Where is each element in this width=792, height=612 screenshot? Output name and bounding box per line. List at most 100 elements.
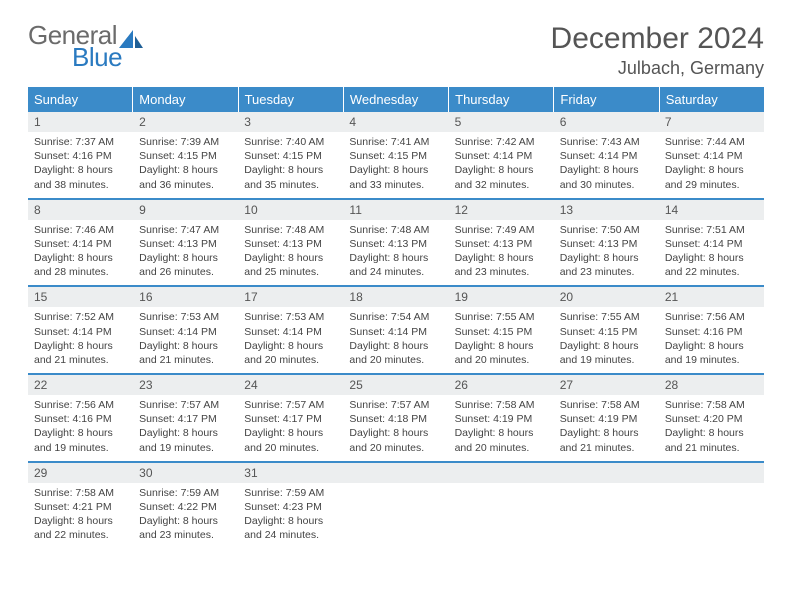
day-number: 30: [133, 463, 238, 483]
day-header: Friday: [554, 87, 659, 112]
week-row: 8Sunrise: 7:46 AMSunset: 4:14 PMDaylight…: [28, 200, 764, 288]
day-details: Sunrise: 7:48 AMSunset: 4:13 PMDaylight:…: [238, 220, 343, 286]
day-details: Sunrise: 7:52 AMSunset: 4:14 PMDaylight:…: [28, 307, 133, 373]
day-header: Sunday: [28, 87, 133, 112]
day-details: Sunrise: 7:44 AMSunset: 4:14 PMDaylight:…: [659, 132, 764, 198]
day-details: Sunrise: 7:55 AMSunset: 4:15 PMDaylight:…: [449, 307, 554, 373]
day-cell: 22Sunrise: 7:56 AMSunset: 4:16 PMDayligh…: [28, 375, 133, 461]
day-number: [659, 463, 764, 483]
day-details: Sunrise: 7:42 AMSunset: 4:14 PMDaylight:…: [449, 132, 554, 198]
day-cell: 28Sunrise: 7:58 AMSunset: 4:20 PMDayligh…: [659, 375, 764, 461]
logo: General Blue: [28, 22, 143, 70]
day-number: 2: [133, 112, 238, 132]
day-cell: 30Sunrise: 7:59 AMSunset: 4:22 PMDayligh…: [133, 463, 238, 549]
day-details: Sunrise: 7:59 AMSunset: 4:23 PMDaylight:…: [238, 483, 343, 549]
day-header-row: SundayMondayTuesdayWednesdayThursdayFrid…: [28, 87, 764, 112]
day-number: 22: [28, 375, 133, 395]
day-cell: [554, 463, 659, 549]
day-details: Sunrise: 7:55 AMSunset: 4:15 PMDaylight:…: [554, 307, 659, 373]
day-number: 31: [238, 463, 343, 483]
day-details: Sunrise: 7:56 AMSunset: 4:16 PMDaylight:…: [28, 395, 133, 461]
day-details: Sunrise: 7:57 AMSunset: 4:17 PMDaylight:…: [133, 395, 238, 461]
day-cell: 25Sunrise: 7:57 AMSunset: 4:18 PMDayligh…: [343, 375, 448, 461]
day-number: 18: [343, 287, 448, 307]
day-details: Sunrise: 7:58 AMSunset: 4:19 PMDaylight:…: [449, 395, 554, 461]
day-number: 12: [449, 200, 554, 220]
day-cell: 20Sunrise: 7:55 AMSunset: 4:15 PMDayligh…: [554, 287, 659, 373]
day-cell: [449, 463, 554, 549]
day-cell: 15Sunrise: 7:52 AMSunset: 4:14 PMDayligh…: [28, 287, 133, 373]
day-number: 11: [343, 200, 448, 220]
day-number: 6: [554, 112, 659, 132]
day-details: Sunrise: 7:57 AMSunset: 4:17 PMDaylight:…: [238, 395, 343, 461]
day-cell: 24Sunrise: 7:57 AMSunset: 4:17 PMDayligh…: [238, 375, 343, 461]
day-cell: 31Sunrise: 7:59 AMSunset: 4:23 PMDayligh…: [238, 463, 343, 549]
day-number: 3: [238, 112, 343, 132]
day-number: 26: [449, 375, 554, 395]
day-details: Sunrise: 7:57 AMSunset: 4:18 PMDaylight:…: [343, 395, 448, 461]
week-row: 1Sunrise: 7:37 AMSunset: 4:16 PMDaylight…: [28, 112, 764, 200]
location: Julbach, Germany: [551, 58, 764, 79]
day-cell: 26Sunrise: 7:58 AMSunset: 4:19 PMDayligh…: [449, 375, 554, 461]
day-number: 15: [28, 287, 133, 307]
day-cell: 5Sunrise: 7:42 AMSunset: 4:14 PMDaylight…: [449, 112, 554, 198]
day-header: Tuesday: [239, 87, 344, 112]
day-number: [554, 463, 659, 483]
day-number: 23: [133, 375, 238, 395]
day-cell: 21Sunrise: 7:56 AMSunset: 4:16 PMDayligh…: [659, 287, 764, 373]
page-title: December 2024: [551, 22, 764, 56]
day-details: Sunrise: 7:51 AMSunset: 4:14 PMDaylight:…: [659, 220, 764, 286]
day-number: 27: [554, 375, 659, 395]
day-number: 28: [659, 375, 764, 395]
day-details: Sunrise: 7:48 AMSunset: 4:13 PMDaylight:…: [343, 220, 448, 286]
day-details: Sunrise: 7:58 AMSunset: 4:21 PMDaylight:…: [28, 483, 133, 549]
day-number: 16: [133, 287, 238, 307]
day-cell: 29Sunrise: 7:58 AMSunset: 4:21 PMDayligh…: [28, 463, 133, 549]
day-number: 5: [449, 112, 554, 132]
day-header: Thursday: [449, 87, 554, 112]
day-number: 1: [28, 112, 133, 132]
day-cell: 13Sunrise: 7:50 AMSunset: 4:13 PMDayligh…: [554, 200, 659, 286]
day-cell: 14Sunrise: 7:51 AMSunset: 4:14 PMDayligh…: [659, 200, 764, 286]
day-cell: 3Sunrise: 7:40 AMSunset: 4:15 PMDaylight…: [238, 112, 343, 198]
header: General Blue December 2024 Julbach, Germ…: [28, 22, 764, 79]
day-details: Sunrise: 7:54 AMSunset: 4:14 PMDaylight:…: [343, 307, 448, 373]
day-cell: [659, 463, 764, 549]
day-number: [343, 463, 448, 483]
week-row: 29Sunrise: 7:58 AMSunset: 4:21 PMDayligh…: [28, 463, 764, 549]
day-number: 29: [28, 463, 133, 483]
day-number: 9: [133, 200, 238, 220]
day-details: Sunrise: 7:49 AMSunset: 4:13 PMDaylight:…: [449, 220, 554, 286]
day-details: Sunrise: 7:58 AMSunset: 4:20 PMDaylight:…: [659, 395, 764, 461]
day-details: Sunrise: 7:39 AMSunset: 4:15 PMDaylight:…: [133, 132, 238, 198]
day-cell: 18Sunrise: 7:54 AMSunset: 4:14 PMDayligh…: [343, 287, 448, 373]
day-number: [449, 463, 554, 483]
day-details: Sunrise: 7:40 AMSunset: 4:15 PMDaylight:…: [238, 132, 343, 198]
day-cell: 27Sunrise: 7:58 AMSunset: 4:19 PMDayligh…: [554, 375, 659, 461]
day-details: Sunrise: 7:53 AMSunset: 4:14 PMDaylight:…: [238, 307, 343, 373]
day-header: Saturday: [660, 87, 764, 112]
day-details: Sunrise: 7:37 AMSunset: 4:16 PMDaylight:…: [28, 132, 133, 198]
day-cell: 23Sunrise: 7:57 AMSunset: 4:17 PMDayligh…: [133, 375, 238, 461]
day-cell: 9Sunrise: 7:47 AMSunset: 4:13 PMDaylight…: [133, 200, 238, 286]
day-header: Wednesday: [344, 87, 449, 112]
header-right: December 2024 Julbach, Germany: [551, 22, 764, 79]
day-details: Sunrise: 7:50 AMSunset: 4:13 PMDaylight:…: [554, 220, 659, 286]
calendar: SundayMondayTuesdayWednesdayThursdayFrid…: [28, 87, 764, 548]
week-row: 22Sunrise: 7:56 AMSunset: 4:16 PMDayligh…: [28, 375, 764, 463]
day-cell: 10Sunrise: 7:48 AMSunset: 4:13 PMDayligh…: [238, 200, 343, 286]
day-number: 4: [343, 112, 448, 132]
day-cell: 6Sunrise: 7:43 AMSunset: 4:14 PMDaylight…: [554, 112, 659, 198]
day-number: 8: [28, 200, 133, 220]
day-cell: 1Sunrise: 7:37 AMSunset: 4:16 PMDaylight…: [28, 112, 133, 198]
day-cell: 19Sunrise: 7:55 AMSunset: 4:15 PMDayligh…: [449, 287, 554, 373]
day-cell: 11Sunrise: 7:48 AMSunset: 4:13 PMDayligh…: [343, 200, 448, 286]
day-number: 14: [659, 200, 764, 220]
day-details: Sunrise: 7:46 AMSunset: 4:14 PMDaylight:…: [28, 220, 133, 286]
day-cell: 2Sunrise: 7:39 AMSunset: 4:15 PMDaylight…: [133, 112, 238, 198]
day-number: 20: [554, 287, 659, 307]
day-number: 19: [449, 287, 554, 307]
day-cell: 16Sunrise: 7:53 AMSunset: 4:14 PMDayligh…: [133, 287, 238, 373]
day-cell: 8Sunrise: 7:46 AMSunset: 4:14 PMDaylight…: [28, 200, 133, 286]
day-number: 13: [554, 200, 659, 220]
